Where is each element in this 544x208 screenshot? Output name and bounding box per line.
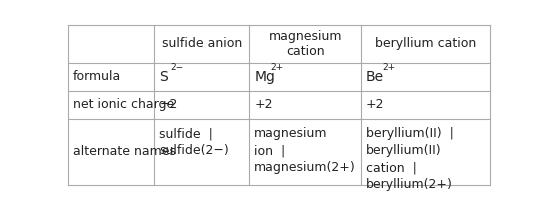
Text: formula: formula — [73, 70, 121, 83]
Text: magnesium
ion  |
magnesium(2+): magnesium ion | magnesium(2+) — [255, 128, 356, 175]
Text: S: S — [159, 70, 168, 84]
Text: beryllium(II)  |
beryllium(II)
cation  |
beryllium(2+): beryllium(II) | beryllium(II) cation | b… — [366, 128, 454, 191]
Text: −2: −2 — [159, 98, 178, 111]
Text: 2+: 2+ — [382, 63, 395, 72]
Text: 2+: 2+ — [270, 63, 283, 72]
Text: beryllium cation: beryllium cation — [375, 37, 476, 50]
Text: Mg: Mg — [255, 70, 275, 84]
Text: 2−: 2− — [170, 63, 183, 72]
Text: sulfide  |
sulfide(2−): sulfide | sulfide(2−) — [159, 128, 229, 157]
Text: +2: +2 — [255, 98, 273, 111]
Text: alternate names: alternate names — [73, 145, 176, 158]
Text: Be: Be — [366, 70, 384, 84]
Text: net ionic charge: net ionic charge — [73, 98, 174, 111]
Text: sulfide anion: sulfide anion — [162, 37, 242, 50]
Text: magnesium
cation: magnesium cation — [268, 30, 342, 58]
Text: +2: +2 — [366, 98, 385, 111]
